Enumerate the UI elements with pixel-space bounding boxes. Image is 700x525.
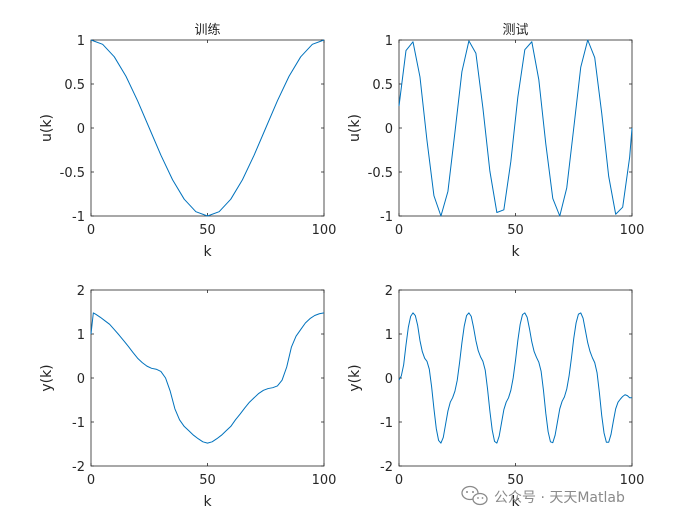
y-tick-label: -1 <box>380 210 393 225</box>
y-tick-label: 2 <box>77 284 85 299</box>
axes-box <box>90 39 325 217</box>
x-tick-label: 100 <box>620 223 645 238</box>
x-tick-label: 50 <box>199 223 216 238</box>
x-tick-label: 50 <box>507 223 524 238</box>
watermark: 公众号 · 天天Matlab <box>461 485 625 506</box>
chart-title: 测试 <box>502 23 528 38</box>
y-axis-label: u(k) <box>347 114 363 142</box>
subplot-2: 0 50 100 -1 -0.5 0 0.5 1 k u(k) 测试 <box>347 23 644 260</box>
wechat-icon <box>461 485 488 506</box>
y-tick-label: -1 <box>72 210 85 225</box>
y-tick-label: 0.5 <box>64 78 85 93</box>
series-line <box>90 312 325 444</box>
series-line <box>398 39 633 217</box>
y-tick-label: -1 <box>72 416 85 431</box>
y-tick-label: 1 <box>77 34 85 49</box>
axes-box <box>398 289 633 467</box>
y-tick-label: 0 <box>385 122 393 137</box>
x-tick-label: 0 <box>87 473 95 488</box>
x-tick-label: 0 <box>395 473 403 488</box>
y-tick-label: 0 <box>77 372 85 387</box>
chart-title: 训练 <box>194 23 220 38</box>
y-tick-label: -2 <box>380 460 393 475</box>
y-axis-label: u(k) <box>39 114 55 142</box>
x-axis-label: k <box>511 494 520 510</box>
y-tick-label: -1 <box>380 416 393 431</box>
x-tick-label: 100 <box>312 473 337 488</box>
y-tick-label: 0 <box>77 122 85 137</box>
x-axis-label: k <box>203 244 212 260</box>
y-tick-label: 0 <box>385 372 393 387</box>
x-tick-label: 0 <box>87 223 95 238</box>
x-tick-label: 100 <box>312 223 337 238</box>
y-tick-label: 1 <box>385 328 393 343</box>
x-tick-label: 50 <box>199 473 216 488</box>
series-line <box>398 312 632 444</box>
y-axis-label: y(k) <box>347 364 363 391</box>
subplot-1: 0 50 100 -1 -0.5 0 0.5 1 k u(k) 训练 <box>39 23 336 260</box>
watermark-text: 公众号 · 天天Matlab <box>494 490 625 506</box>
y-tick-label: 2 <box>385 284 393 299</box>
y-tick-label: -2 <box>72 460 85 475</box>
y-tick-label: -0.5 <box>60 166 85 181</box>
x-tick-label: 0 <box>395 223 403 238</box>
y-axis-label: y(k) <box>39 364 55 391</box>
x-tick-label: 100 <box>620 473 645 488</box>
series-line <box>90 39 325 217</box>
axes-box <box>90 289 325 467</box>
x-axis-label: k <box>511 244 520 260</box>
subplot-4: 0 50 100 -2 -1 0 1 2 k y(k) <box>347 284 644 510</box>
x-axis-label: k <box>203 494 212 510</box>
subplot-3: 0 50 100 -2 -1 0 1 2 k y(k) <box>39 284 336 510</box>
y-tick-label: 1 <box>77 328 85 343</box>
y-tick-label: -0.5 <box>368 166 393 181</box>
y-tick-label: 0.5 <box>372 78 393 93</box>
y-tick-label: 1 <box>385 34 393 49</box>
axes-box <box>398 39 633 217</box>
x-tick-label: 50 <box>507 473 524 488</box>
